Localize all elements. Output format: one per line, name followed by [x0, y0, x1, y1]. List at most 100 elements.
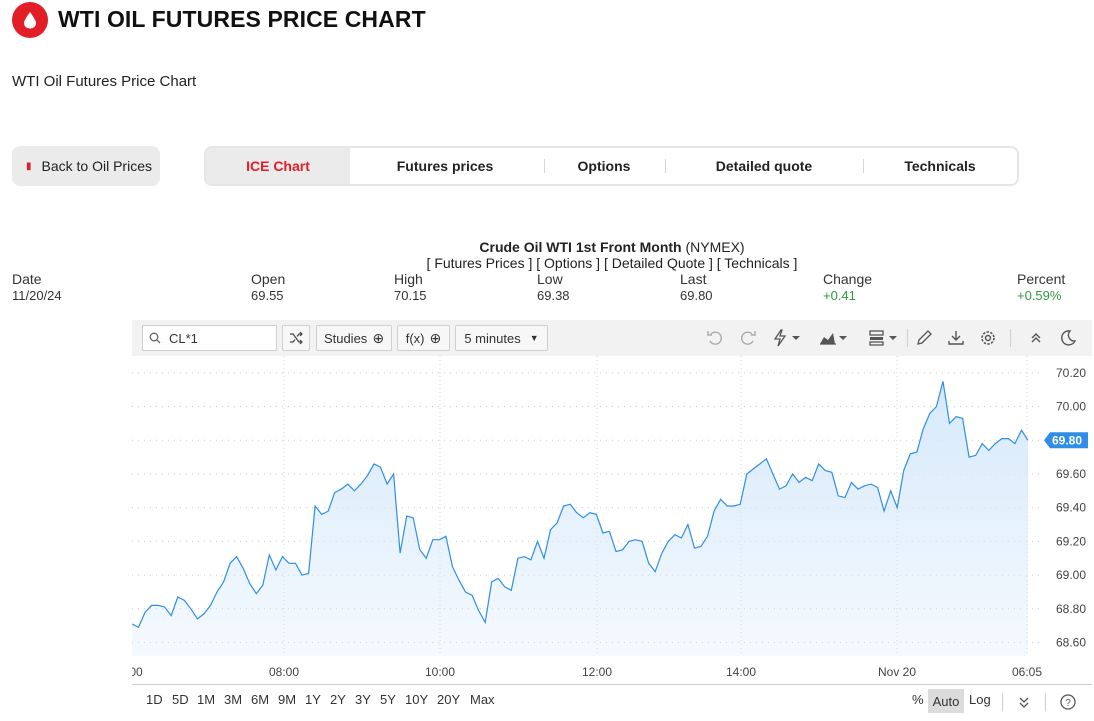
range-button-max[interactable]: Max [470, 692, 495, 707]
y-tick-label: 69.00 [1056, 568, 1086, 582]
range-button-2y[interactable]: 2Y [330, 692, 346, 707]
tab-futures-prices[interactable]: Futures prices [396, 158, 494, 174]
y-axis-labels: 70.2070.0069.8069.6069.4069.2069.0068.80… [1056, 366, 1086, 650]
range-button-1m[interactable]: 1M [197, 692, 216, 707]
auto-scale-button[interactable]: Auto [928, 689, 964, 713]
symbol-search[interactable] [142, 325, 277, 351]
x-tick-label: 14:00 [726, 665, 756, 679]
tab-bar: ICE Chart Futures prices Options Detaile… [204, 146, 1019, 186]
moon-icon[interactable] [1058, 328, 1078, 348]
open-value: 69.55 [251, 288, 284, 303]
back-to-oil-prices-button[interactable]: ▮ Back to Oil Prices [12, 146, 160, 186]
high-value: 70.15 [394, 288, 427, 303]
y-tick-label: 70.00 [1056, 400, 1086, 414]
range-button-6m[interactable]: 6M [251, 692, 270, 707]
last-price-badge-bg [1044, 432, 1088, 449]
last-label: Last [680, 271, 707, 287]
instrument-name: Crude Oil WTI 1st Front Month [479, 239, 682, 255]
change-value: +0.41 [823, 288, 856, 303]
tab-divider [863, 159, 864, 173]
range-button-1d[interactable]: 1D [146, 692, 163, 707]
functions-button[interactable]: f(x) ⊕ [397, 325, 450, 351]
oil-drop-icon [24, 12, 36, 29]
x-tick-label: 12:00 [582, 665, 612, 679]
x-tick-label: 08:00 [269, 665, 299, 679]
range-button-9m[interactable]: 9M [278, 692, 297, 707]
last-value: 69.80 [680, 288, 713, 303]
chart-toolbar: Studies ⊕ f(x) ⊕ 5 minutes ▼ [132, 320, 1092, 356]
percent-scale-button[interactable]: % [912, 692, 924, 707]
symbol-input[interactable] [167, 329, 271, 347]
range-button-3y[interactable]: 3Y [355, 692, 371, 707]
price-chart[interactable]: 70.20 70.00 69.80 69.60 69.40 69.20 69.00 68.80… [132, 356, 1094, 686]
x-tick-label: 00 [132, 665, 143, 679]
chart-type-icon[interactable] [818, 328, 852, 348]
shuffle-icon [290, 331, 303, 345]
y-tick-label: 70.20 [1056, 366, 1086, 380]
exchange-name: (NYMEX) [685, 239, 745, 255]
y-tick-label: 69.60 [1056, 467, 1086, 481]
change-label: Change [823, 271, 873, 287]
flash-icon[interactable] [771, 328, 805, 348]
tab-technicals[interactable]: Technicals [904, 158, 976, 174]
price-line [132, 381, 1029, 629]
studies-button[interactable]: Studies ⊕ [316, 325, 392, 351]
search-icon [149, 332, 161, 344]
tab-divider [665, 159, 666, 173]
x-tick-label: Nov 20 [878, 665, 916, 679]
percent-value: +0.59% [1017, 288, 1062, 303]
chart-bottom-border [132, 684, 1092, 685]
compare-button[interactable] [282, 325, 310, 351]
expand-icon[interactable] [1016, 694, 1032, 710]
y-tick-label: 69.20 [1056, 534, 1086, 548]
settings-icon[interactable] [978, 328, 998, 348]
help-icon[interactable]: ? [1059, 693, 1077, 711]
page-title: WTI OIL FUTURES PRICE CHART [58, 6, 426, 32]
last-price-badge: 69.80 [1044, 432, 1088, 449]
range-button-1y[interactable]: 1Y [305, 692, 321, 707]
bottom-divider [1002, 693, 1003, 711]
low-label: Low [537, 271, 563, 287]
download-icon[interactable] [946, 328, 966, 348]
last-price-label: 69.80 [1052, 433, 1082, 447]
tab-detailed-quote[interactable]: Detailed quote [715, 158, 813, 174]
chevron-down-icon: ▼ [529, 333, 539, 343]
pencil-icon[interactable] [914, 328, 934, 348]
page-subtitle: WTI Oil Futures Price Chart [12, 73, 197, 90]
toolbar-divider [907, 329, 908, 347]
range-button-20y[interactable]: 20Y [437, 692, 461, 707]
studies-label: Studies [323, 330, 368, 346]
bottom-divider [1045, 693, 1046, 711]
redo-icon[interactable] [738, 328, 758, 348]
tab-options[interactable]: Options [577, 158, 631, 174]
x-tick-label: 10:00 [425, 665, 455, 679]
brand-logo [12, 2, 48, 38]
quote-links[interactable]: [ Futures Prices ] [ Options ] [ Detaile… [426, 255, 798, 271]
open-label: Open [251, 271, 286, 287]
y-tick-label: 68.80 [1056, 602, 1086, 616]
undo-icon[interactable] [705, 328, 725, 348]
range-button-10y[interactable]: 10Y [405, 692, 429, 707]
plus-circle-icon: ⊕ [429, 329, 442, 346]
interval-select[interactable]: 5 minutes ▼ [455, 325, 548, 351]
y-tick-label: 68.60 [1056, 636, 1086, 650]
range-button-5y[interactable]: 5Y [380, 692, 396, 707]
layout-icon[interactable] [868, 328, 902, 348]
collapse-icon[interactable] [1026, 328, 1046, 348]
price-area-fill [132, 381, 1028, 656]
back-button-label: Back to Oil Prices [41, 158, 152, 174]
tab-ice-chart[interactable]: ICE Chart [206, 148, 350, 184]
fx-label: f(x) [405, 330, 425, 346]
range-button-3m[interactable]: 3M [224, 692, 243, 707]
date-value: 11/20/24 [12, 288, 62, 303]
date-label: Date [12, 271, 42, 287]
y-tick-label: 69.40 [1056, 501, 1086, 515]
interval-label: 5 minutes [464, 330, 521, 346]
range-button-5d[interactable]: 5D [172, 692, 189, 707]
back-arrow-icon: ▮ [26, 160, 32, 172]
high-label: High [394, 271, 423, 287]
log-scale-button[interactable]: Log [969, 692, 991, 707]
quote-title: Crude Oil WTI 1st Front Month (NYMEX) [312, 239, 912, 255]
toolbar-divider [1010, 329, 1011, 347]
x-tick-label: 06:05 [1012, 665, 1042, 679]
